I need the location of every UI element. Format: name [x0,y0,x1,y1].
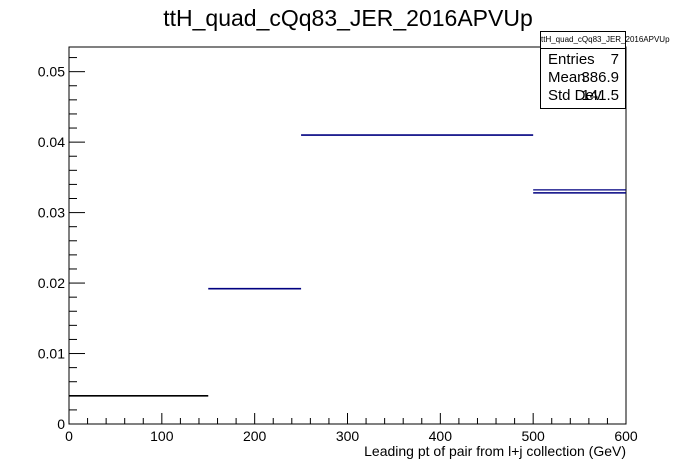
stats-entries-label: Entries [548,51,595,68]
x-tick-label-0: 0 [65,428,73,444]
stats-mean-label: Mean [548,69,586,86]
x-tick-label-2: 200 [243,428,267,444]
y-tick-label-4: 0.04 [38,134,65,150]
y-tick-label-0: 0 [57,416,65,432]
y-tick-label-5: 0.05 [38,64,65,80]
x-tick-label-5: 500 [521,428,545,444]
x-tick-label-1: 100 [150,428,174,444]
x-tick-label-6: 600 [614,428,638,444]
stats-box: ttH_quad_cQq83_JER_2016APVUp Entries 7 M… [540,31,670,109]
stats-mean-row: Mean 386.9 [548,69,619,87]
stats-name: ttH_quad_cQq83_JER_2016APVUp [541,32,670,49]
stats-entries-value: 7 [610,51,619,68]
y-tick-label-3: 0.03 [38,205,65,221]
chart-title: ttH_quad_cQq83_JER_2016APVUp [163,5,533,31]
stats-std-value: 141.5 [581,87,619,104]
y-tick-label-1: 0.01 [38,346,65,362]
y-tick-label-2: 0.02 [38,275,65,291]
x-tick-label-4: 400 [429,428,453,444]
stats-std-row: Std Dev 141.5 [548,87,619,105]
stats-std-label: Std Dev [548,87,602,104]
x-axis-label: Leading pt of pair from l+j collection (… [364,443,626,459]
stats-entries-row: Entries 7 [548,51,619,69]
stats-mean-value: 386.9 [581,69,619,86]
x-tick-label-3: 300 [336,428,360,444]
